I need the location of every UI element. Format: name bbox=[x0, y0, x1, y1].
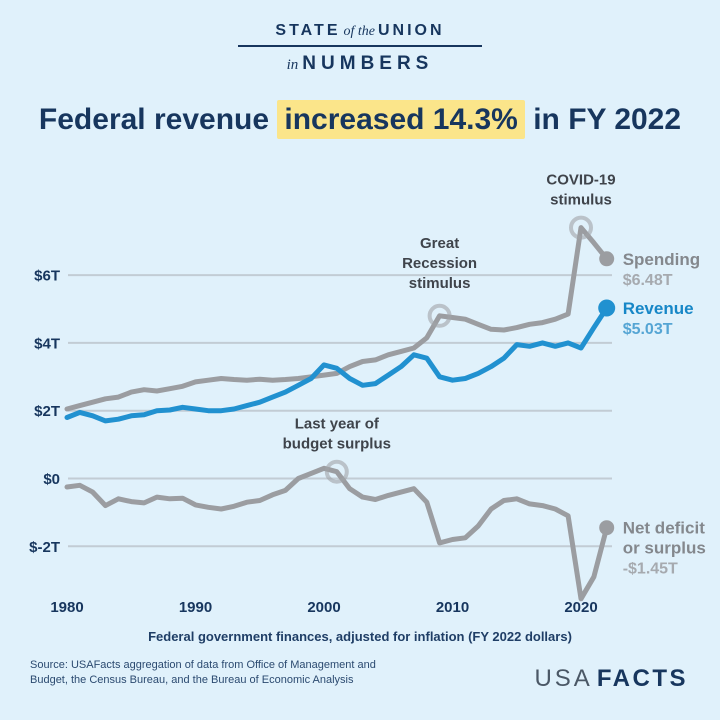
y-axis-tick-label: $-2T bbox=[29, 539, 60, 556]
chart-area: $6T $4T $2T $0 $-2T 1980 1990 2000 2010 2020 Spend… bbox=[0, 155, 720, 630]
annotation-text-covid-stimulus: stimulus bbox=[550, 192, 612, 209]
series-label-revenue: Revenue bbox=[623, 299, 694, 318]
finance-chart: $6T $4T $2T $0 $-2T 1980 1990 2000 2010 2020 Spend… bbox=[29, 172, 706, 616]
annotation-text-great-recession-stimulus: Recession bbox=[402, 255, 477, 272]
state-of-the-union-logo: STATE of the UNION in NUMBERS bbox=[0, 22, 720, 75]
annotation-text-last-budget-surplus: budget surplus bbox=[283, 436, 391, 453]
annotation-ring-covid-stimulus bbox=[569, 215, 593, 240]
logo-line2: in NUMBERS bbox=[0, 53, 720, 75]
logo-in-text: in bbox=[286, 57, 299, 73]
logo-union-text: UNION bbox=[378, 22, 445, 39]
usafacts-logo-usa: USA bbox=[534, 665, 593, 692]
x-axis-tick-label: 2010 bbox=[436, 599, 469, 616]
annotation-text-great-recession-stimulus: Great bbox=[420, 235, 459, 252]
series-value-net-deficit: -$1.45T bbox=[623, 561, 678, 578]
series-label-net-deficit: Net deficit bbox=[623, 519, 706, 538]
source-line2: Budget, the Census Bureau, and the Burea… bbox=[30, 674, 354, 687]
x-axis-tick-label: 2020 bbox=[564, 599, 597, 616]
annotation-text-last-budget-surplus: Last year of bbox=[295, 416, 380, 433]
logo-divider-rule bbox=[238, 45, 482, 47]
logo-numbers-text: NUMBERS bbox=[302, 53, 434, 74]
annotation-ring-last-budget-surplus bbox=[324, 459, 349, 484]
title-prefix: Federal revenue bbox=[38, 103, 278, 136]
series-line-net-deficit bbox=[64, 465, 610, 602]
series-end-dot-spending bbox=[599, 251, 615, 267]
series-value-spending: $6.48T bbox=[623, 272, 673, 289]
annotation-text-covid-stimulus: COVID-19 bbox=[546, 172, 615, 189]
logo-of-the-text: of the bbox=[343, 24, 376, 39]
y-axis-tick-label: $6T bbox=[34, 268, 60, 285]
title-suffix: in FY 2022 bbox=[524, 103, 682, 136]
usafacts-logo: USA FACTS bbox=[534, 665, 688, 693]
series-end-dot-net-deficit bbox=[599, 520, 615, 536]
series-value-revenue: $5.03T bbox=[623, 321, 673, 338]
x-axis-tick-label: 2000 bbox=[307, 599, 340, 616]
series-label-spending: Spending bbox=[623, 250, 700, 269]
logo-line1: STATE of the UNION bbox=[0, 22, 720, 40]
logo-state-text: STATE bbox=[275, 22, 341, 39]
y-axis-tick-label: $0 bbox=[43, 471, 60, 488]
annotation-ring-great-recession-stimulus bbox=[427, 303, 452, 328]
source-line1: Source: USAFacts aggregation of data fro… bbox=[30, 659, 376, 671]
page-title: Federal revenue increased 14.3% in FY 20… bbox=[0, 100, 720, 139]
usafacts-logo-facts: FACTS bbox=[596, 665, 688, 692]
annotation-text-great-recession-stimulus: stimulus bbox=[409, 275, 471, 292]
y-axis-tick-label: $4T bbox=[34, 335, 60, 352]
x-axis-tick-label: 1980 bbox=[50, 599, 83, 616]
y-axis-tick-label: $2T bbox=[34, 403, 60, 420]
series-end-dot-revenue bbox=[598, 299, 616, 317]
title-highlight: increased 14.3% bbox=[277, 100, 525, 139]
x-axis-tick-label: 1990 bbox=[179, 599, 212, 616]
series-line-spending bbox=[64, 225, 610, 412]
chart-caption: Federal government finances, adjusted fo… bbox=[148, 629, 572, 644]
source-note: Source: USAFacts aggregation of data fro… bbox=[30, 658, 430, 689]
series-label-net-deficit: or surplus bbox=[623, 539, 706, 558]
series-line-revenue bbox=[64, 305, 610, 424]
